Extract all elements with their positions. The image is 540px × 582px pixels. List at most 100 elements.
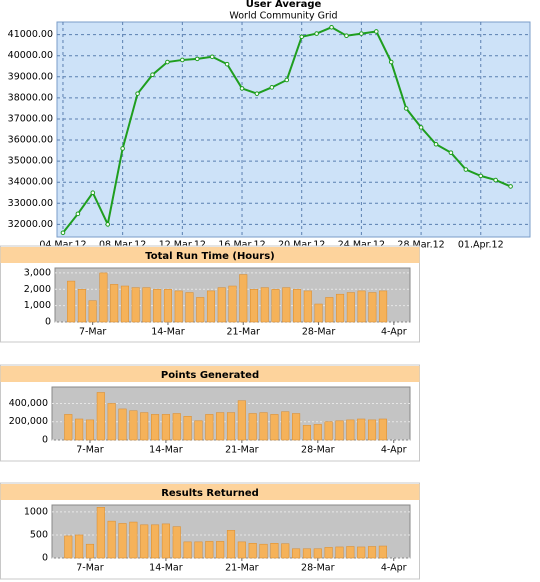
y-tick-label: 0 <box>42 553 48 564</box>
bar <box>216 541 225 559</box>
bar <box>194 420 203 441</box>
bar <box>129 521 138 559</box>
bar <box>357 290 366 323</box>
bar <box>293 289 302 323</box>
data-point <box>508 184 513 189</box>
bar <box>174 290 183 323</box>
bar <box>367 546 377 559</box>
x-tick-label: 7-Mar <box>76 445 103 456</box>
bar <box>313 424 322 441</box>
bar <box>216 412 225 441</box>
data-point <box>433 141 439 147</box>
bar <box>378 418 387 441</box>
panel-header <box>0 247 420 263</box>
panel-header <box>0 366 420 382</box>
bar <box>153 289 162 323</box>
x-tick-label: 7-Mar <box>76 563 103 574</box>
bar <box>142 287 151 323</box>
bar <box>120 285 129 323</box>
bar <box>303 290 312 323</box>
bar <box>367 419 377 441</box>
chart-title: Results Returned <box>161 488 259 499</box>
bar <box>140 412 149 441</box>
bar <box>96 392 105 441</box>
x-tick-label: 12.Mar.12 <box>159 240 206 251</box>
bar <box>270 543 279 559</box>
bar <box>205 541 214 559</box>
chart-title: User Average <box>246 0 322 10</box>
data-point <box>75 211 81 217</box>
bar <box>172 413 181 441</box>
bar <box>85 543 95 559</box>
y-tick-label: 38000.00 <box>8 92 53 103</box>
chart-title: Points Generated <box>161 370 259 381</box>
data-point <box>224 61 230 67</box>
bar <box>270 414 279 441</box>
data-point <box>359 31 364 36</box>
bar <box>292 413 301 441</box>
bar <box>77 289 86 323</box>
bar <box>250 289 259 323</box>
data-point <box>150 72 155 77</box>
bar <box>226 530 236 559</box>
bar <box>302 548 311 559</box>
x-tick-label: 14-Mar <box>151 327 185 338</box>
data-point <box>448 150 454 155</box>
bar <box>357 546 366 559</box>
bar <box>107 403 116 441</box>
bar <box>346 419 355 441</box>
x-tick-label: 21-Mar <box>225 563 259 574</box>
bar <box>110 284 119 323</box>
y-tick-label: 1,000 <box>24 300 51 311</box>
data-point <box>254 91 260 96</box>
bar <box>228 285 237 323</box>
y-tick-label: 37000.00 <box>8 113 53 124</box>
data-point <box>314 31 319 36</box>
x-tick-label: 16.Mar.12 <box>218 240 265 251</box>
y-tick-label: 40000.00 <box>8 50 53 61</box>
data-point <box>344 33 349 39</box>
bar <box>325 297 334 323</box>
bar <box>346 292 355 323</box>
data-point <box>374 29 379 34</box>
bar <box>161 523 170 559</box>
data-point <box>284 77 290 83</box>
bar <box>196 297 205 323</box>
bar <box>259 543 268 559</box>
bar <box>118 408 127 441</box>
bar <box>237 541 246 559</box>
y-tick-label: 36000.00 <box>8 135 53 146</box>
bar <box>271 289 280 323</box>
bar <box>292 548 301 559</box>
x-tick-label: 04.Mar.12 <box>39 240 86 251</box>
bar <box>75 418 84 441</box>
y-tick-label: 1000 <box>24 506 48 517</box>
bar <box>140 524 149 559</box>
data-point <box>180 57 185 63</box>
y-tick-label: 3,000 <box>24 267 51 278</box>
bar <box>335 420 344 441</box>
panel-header <box>0 484 420 500</box>
bar <box>67 280 76 323</box>
bar <box>379 290 388 323</box>
x-tick-label: 01.Apr.12 <box>458 240 504 251</box>
y-tick-label: 32000.00 <box>8 219 53 230</box>
bar <box>64 535 73 559</box>
x-tick-label: 14-Mar <box>149 445 183 456</box>
bar <box>281 411 290 441</box>
x-tick-label: 08.Mar.12 <box>99 240 146 251</box>
bar <box>239 274 248 323</box>
x-tick-label: 24.Mar.12 <box>338 240 385 251</box>
bar <box>314 303 323 323</box>
data-point <box>299 34 305 40</box>
y-tick-label: 2,000 <box>24 284 51 295</box>
data-point <box>209 54 215 60</box>
bar <box>183 541 192 559</box>
bar <box>281 543 290 559</box>
bar <box>131 287 140 323</box>
x-tick-label: 21-Mar <box>225 445 259 456</box>
x-tick-label: 4-Apr <box>381 563 407 574</box>
bar <box>324 547 333 559</box>
x-tick-label: 28.Mar.12 <box>397 240 444 251</box>
